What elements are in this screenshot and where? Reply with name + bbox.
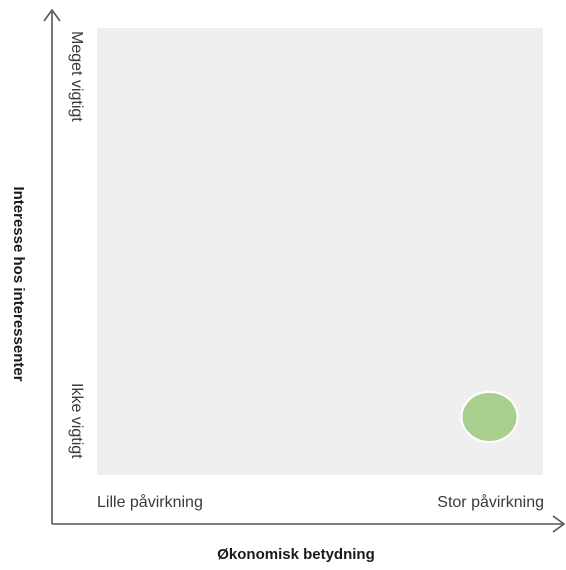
x-axis-title: Økonomisk betydning	[217, 546, 375, 563]
y-tick-label-high: Meget vigtigt	[68, 31, 85, 122]
data-point-1	[460, 390, 519, 443]
y-axis-arrow-icon	[43, 8, 61, 22]
x-axis-arrow-icon	[552, 515, 566, 533]
axes	[43, 8, 566, 533]
data-points	[460, 390, 519, 443]
y-axis-title: Interesse hos interessenter	[10, 186, 27, 381]
x-tick-label-low: Lille påvirkning	[97, 493, 203, 511]
x-tick-label-high: Stor påvirkning	[437, 493, 544, 511]
y-tick-label-low: Ikke vigtigt	[68, 383, 85, 459]
